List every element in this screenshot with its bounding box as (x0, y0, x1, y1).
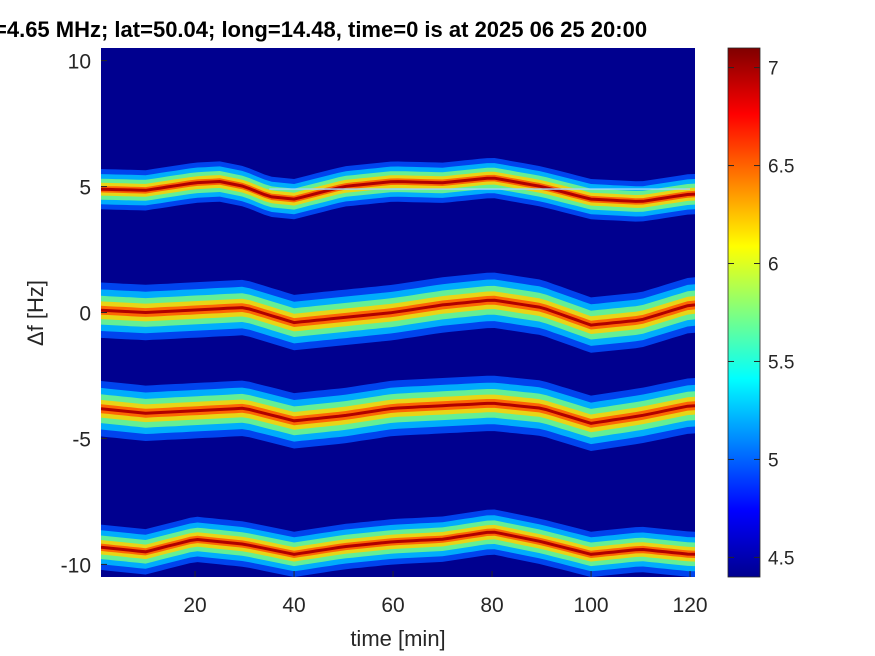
y-tick-label: 0 (79, 303, 91, 326)
x-tick-label: 40 (282, 594, 305, 617)
colorbar-tick-label: 5 (768, 450, 779, 471)
signal-bands (101, 158, 695, 577)
colorbar-tick-label: 5.5 (768, 352, 794, 373)
y-axis-ticks: 10 5 0 -5 -10 (61, 51, 107, 577)
band-3-layer-5 (101, 399, 695, 428)
colorbar-tick-label: 7 (768, 59, 779, 80)
band-3-center-line (101, 401, 695, 425)
band-1-center-line (101, 176, 695, 203)
x-axis-ticks: 20 40 60 80 100 120 (183, 571, 708, 617)
band-1-layer-3 (101, 167, 695, 212)
chart-title: =4.65 MHz; lat=50.04; long=14.48, time=0… (0, 17, 647, 42)
x-tick-label: 20 (183, 594, 206, 617)
x-tick-label: 60 (381, 594, 404, 617)
colorbar (727, 47, 761, 578)
band-4-center-line (101, 530, 695, 556)
signal-band-3 (101, 375, 695, 451)
signal-band-2 (101, 272, 695, 353)
signal-band-4 (101, 509, 695, 577)
colorbar-ticks: 7 6.5 6 5.5 5 4.5 (728, 59, 794, 569)
y-tick-label: 5 (79, 177, 91, 200)
band-4-layer-5 (101, 528, 695, 558)
x-tick-label: 80 (480, 594, 503, 617)
x-tick-label: 120 (673, 594, 708, 617)
y-tick-label: 10 (68, 51, 91, 74)
band-3-layer-4 (101, 394, 695, 433)
colorbar-tick-label: 6.5 (768, 157, 794, 178)
colorbar-tick-label: 6 (768, 255, 779, 276)
plot-area (101, 48, 695, 577)
x-tick-label: 100 (574, 594, 609, 617)
signal-band-1 (101, 158, 695, 222)
colorbar-tick-label: 4.5 (768, 548, 794, 569)
band-2-center-line (101, 298, 695, 327)
y-tick-label: -10 (61, 554, 91, 577)
y-tick-label: -5 (72, 428, 91, 451)
x-axis-label: time [min] (350, 626, 445, 651)
y-axis-label: Δf [Hz] (23, 280, 48, 346)
